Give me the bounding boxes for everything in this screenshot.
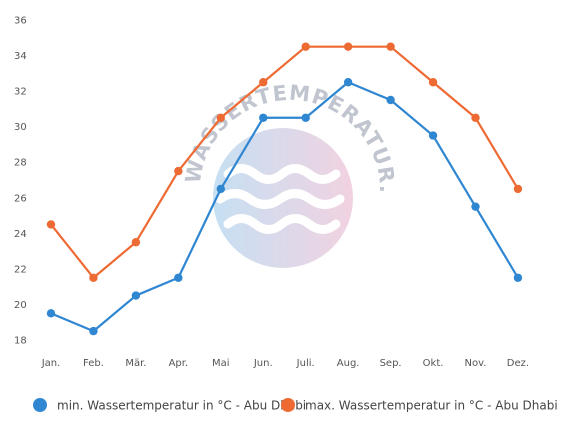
data-point[interactable] — [131, 238, 141, 247]
wave-icon — [223, 164, 341, 184]
data-point[interactable] — [428, 78, 438, 87]
y-tick-label: 18 — [14, 336, 27, 347]
y-tick-label: 34 — [14, 51, 27, 62]
y-tick-label: 36 — [14, 16, 27, 27]
x-tick-label: Nov. — [465, 358, 487, 369]
y-axis: 18 20 22 24 26 28 30 32 34 36 — [14, 16, 27, 347]
data-point[interactable] — [259, 78, 268, 87]
y-tick-label: 20 — [14, 300, 27, 311]
x-tick-label: Jun. — [253, 358, 273, 369]
data-point[interactable] — [343, 78, 353, 87]
data-point[interactable] — [259, 113, 268, 122]
x-tick-label: Feb. — [83, 358, 104, 369]
data-point[interactable] — [46, 309, 56, 318]
x-tick-label: Aug. — [337, 358, 360, 369]
series-line — [50, 81, 519, 333]
x-tick-label: Mär. — [125, 358, 146, 369]
data-point[interactable] — [216, 113, 225, 122]
data-point[interactable] — [174, 166, 183, 176]
legend-marker — [281, 398, 295, 412]
data-point[interactable] — [428, 131, 438, 140]
y-tick-label: 32 — [14, 87, 27, 98]
data-point[interactable] — [216, 184, 225, 194]
data-point[interactable] — [386, 95, 395, 105]
data-point[interactable] — [471, 113, 480, 122]
data-point[interactable] — [174, 273, 183, 282]
watermark-logo: WASSERTEMPERATUR.ORG — [0, 0, 398, 268]
data-point[interactable] — [301, 42, 310, 51]
data-point[interactable] — [46, 220, 56, 229]
legend-item-1[interactable]: min. Wassertemperatur in °C - Abu Dhabi — [33, 398, 306, 413]
series-1 — [46, 78, 523, 336]
y-tick-label: 26 — [14, 193, 27, 204]
legend-label: max. Wassertemperatur in °C - Abu Dhabi — [305, 399, 558, 413]
data-point[interactable] — [386, 42, 395, 51]
x-tick-label: Mai — [212, 358, 230, 369]
x-tick-label: Sep. — [380, 358, 402, 369]
wave-icon — [215, 189, 345, 209]
data-point[interactable] — [131, 291, 141, 300]
x-tick-label: Dez. — [507, 358, 529, 369]
data-point[interactable] — [513, 273, 523, 282]
legend-label: min. Wassertemperatur in °C - Abu Dhabi — [57, 399, 306, 413]
data-point[interactable] — [89, 326, 98, 336]
legend-marker — [33, 398, 47, 412]
x-axis: Jan. Feb. Mär. Apr. Mai Jun. Juli. Aug. Sep. Okt.… — [41, 358, 529, 369]
x-tick-label: Juli. — [296, 358, 315, 369]
y-tick-label: 28 — [14, 158, 27, 169]
data-point[interactable] — [89, 273, 98, 282]
series-layer — [46, 42, 523, 336]
x-tick-label: Jan. — [41, 358, 61, 369]
y-tick-label: 30 — [14, 122, 27, 133]
y-tick-label: 24 — [14, 229, 27, 240]
legend: min. Wassertemperatur in °C - Abu Dhabim… — [33, 398, 558, 413]
x-tick-label: Okt. — [423, 358, 444, 369]
data-point[interactable] — [301, 113, 310, 122]
series-2 — [46, 42, 523, 282]
data-point[interactable] — [343, 42, 353, 51]
data-point[interactable] — [471, 202, 480, 211]
y-tick-label: 22 — [14, 264, 27, 275]
data-point[interactable] — [513, 184, 523, 194]
wave-icon — [223, 214, 341, 234]
x-tick-label: Apr. — [169, 358, 189, 369]
series-line — [50, 45, 519, 279]
legend-item-2[interactable]: max. Wassertemperatur in °C - Abu Dhabi — [281, 398, 558, 413]
